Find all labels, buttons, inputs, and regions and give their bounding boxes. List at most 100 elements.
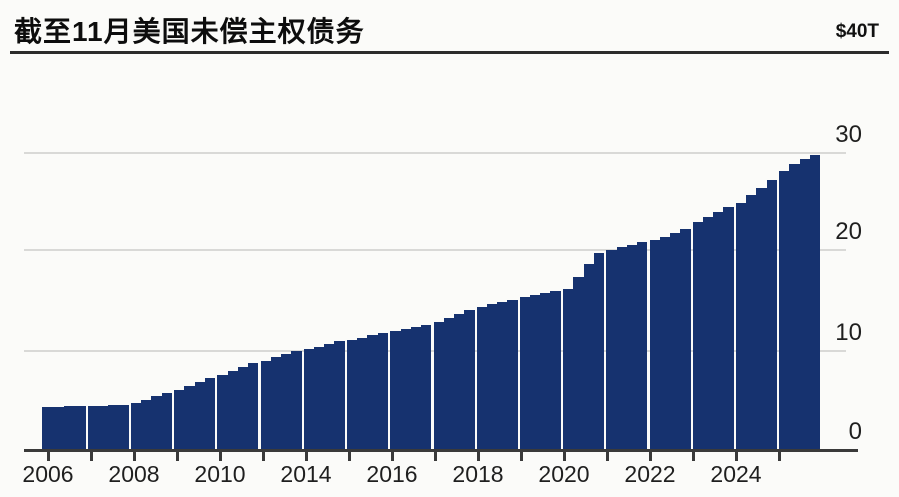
x-axis-tick	[176, 452, 179, 461]
bar-group0-q4	[74, 405, 86, 450]
bar-group2-q4	[161, 392, 173, 450]
x-tick-label-2018: 2018	[452, 461, 504, 487]
bar-group12-q3	[583, 263, 595, 450]
y-tick-label-10: 10	[835, 319, 862, 346]
x-axis-tick	[649, 452, 652, 461]
bar-group11-q1	[520, 297, 531, 450]
gridline-20	[24, 249, 846, 251]
bar-group17-q1	[779, 170, 790, 450]
x-axis-line	[24, 449, 858, 452]
bar-group8-q4	[420, 325, 432, 450]
bar-group2-q1	[131, 402, 142, 450]
bar-group6-q1	[303, 349, 315, 450]
bar-group5-q1	[260, 360, 272, 450]
bar-group2-q2	[141, 399, 152, 450]
bar-group10-q3	[497, 301, 508, 450]
x-axis-tick	[305, 452, 308, 461]
bar-group7-q3	[367, 335, 378, 450]
bar-group3-q2	[184, 385, 195, 450]
bar-group0-q2	[52, 406, 64, 450]
x-tick-label-2022: 2022	[624, 461, 676, 487]
bar-group4-q1	[217, 374, 229, 450]
bar-group17-q3	[799, 158, 811, 450]
bar-group13-q4	[636, 242, 648, 450]
x-axis-tick	[606, 452, 609, 461]
bar-group7-q4	[377, 333, 389, 450]
bar-group5-q3	[281, 353, 292, 450]
x-axis-tick	[219, 452, 222, 461]
bar-group11-q2	[530, 294, 541, 450]
bar-group8-q3	[410, 327, 422, 450]
x-axis-tick	[90, 452, 93, 461]
bar-group9-q4	[464, 310, 475, 450]
x-axis-tick	[391, 452, 394, 461]
bar-group12-q4	[593, 252, 605, 450]
x-axis-tick	[348, 452, 351, 461]
bar-group8-q1	[390, 331, 401, 450]
bar-group0-q3	[63, 406, 75, 450]
bar-group10-q1	[476, 307, 488, 450]
bar-group1-q4	[118, 404, 129, 450]
bar-group6-q2	[314, 346, 325, 450]
bar-group7-q1	[347, 339, 358, 450]
bar-group12-q1	[563, 288, 574, 450]
bar-group17-q2	[789, 163, 801, 450]
bar-group7-q2	[357, 337, 368, 450]
bar-group6-q4	[334, 341, 345, 450]
x-axis-tick	[563, 452, 566, 461]
x-tick-label-2014: 2014	[280, 461, 332, 487]
x-axis-tick	[262, 452, 265, 461]
bar-group5-q4	[291, 351, 302, 450]
bar-group4-q2	[227, 370, 239, 450]
bar-group15-q4	[723, 207, 734, 450]
bar-group1-q3	[108, 405, 119, 450]
bar-group17-q4	[809, 154, 821, 450]
x-axis-tick	[47, 452, 50, 461]
bar-group14-q3	[669, 233, 681, 450]
bar-group13-q2	[616, 247, 628, 450]
bar-group1-q2	[97, 405, 109, 450]
x-axis-tick	[434, 452, 437, 461]
bar-group16-q1	[736, 202, 747, 450]
y-tick-label-20: 20	[835, 218, 862, 245]
bar-group10-q2	[486, 304, 498, 450]
bar-group8-q2	[400, 329, 412, 450]
bar-group2-q3	[151, 396, 162, 450]
y-axis-top-label: $40T	[835, 21, 879, 42]
bar-group10-q4	[507, 299, 518, 450]
bar-group16-q2	[746, 194, 757, 450]
bar-group3-q4	[204, 377, 216, 450]
bar-group9-q1	[433, 322, 445, 450]
bar-group3-q3	[194, 381, 206, 450]
bar-group11-q3	[540, 292, 551, 450]
y-tick-label-30: 30	[835, 121, 862, 148]
x-axis-tick	[735, 452, 738, 461]
x-axis-tick	[477, 452, 480, 461]
bar-group4-q3	[237, 366, 249, 450]
x-axis-tick	[520, 452, 523, 461]
chart-title: 截至11月美国未偿主权债务	[14, 16, 365, 47]
bar-group0-q1	[42, 406, 54, 450]
bar-group14-q1	[649, 240, 661, 450]
bar-group16-q4	[766, 179, 778, 450]
bar-group14-q2	[659, 237, 671, 450]
x-tick-label-2020: 2020	[538, 461, 590, 487]
bar-group4-q4	[247, 362, 259, 450]
bar-group6-q3	[324, 343, 335, 450]
bar-group14-q4	[680, 229, 691, 450]
x-tick-label-2008: 2008	[108, 461, 160, 487]
x-tick-label-2024: 2024	[710, 461, 762, 487]
bar-group16-q3	[756, 187, 767, 450]
bar-group15-q1	[692, 222, 704, 450]
x-axis-tick	[692, 452, 695, 461]
header-rule	[10, 51, 889, 54]
x-tick-label-2010: 2010	[194, 461, 246, 487]
bar-group15-q3	[713, 212, 724, 450]
bar-group15-q2	[703, 217, 714, 450]
bar-group1-q1	[87, 405, 99, 450]
gridline-30	[24, 152, 846, 154]
bar-group5-q2	[270, 357, 282, 450]
x-axis-tick	[133, 452, 136, 461]
